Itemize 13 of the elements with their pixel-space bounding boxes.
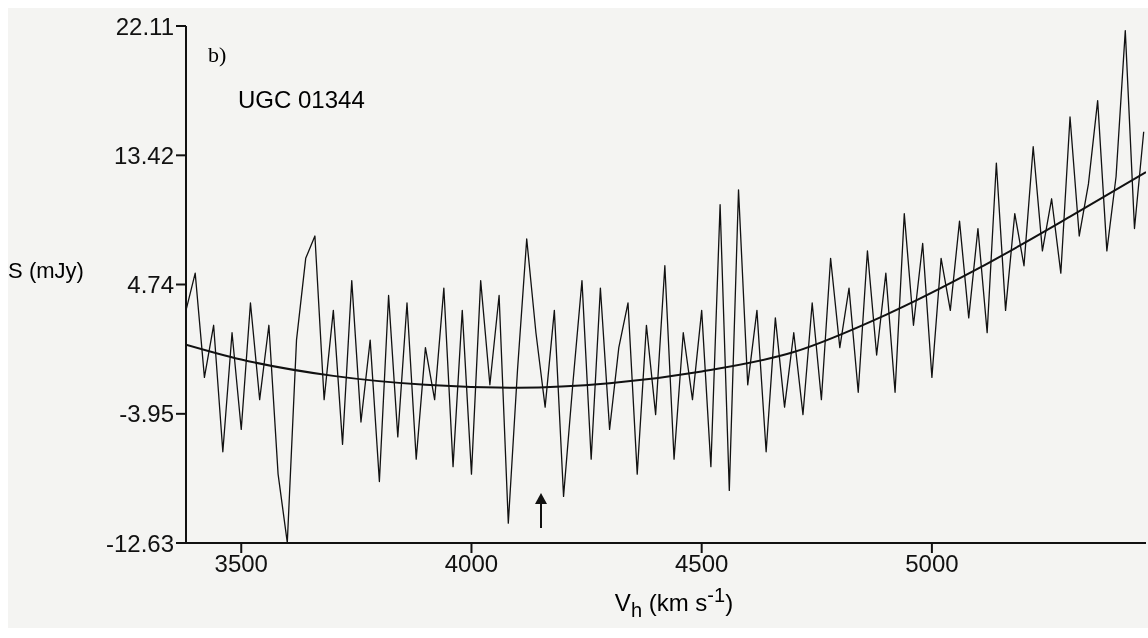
- y-tick-label: 4.74: [127, 271, 174, 299]
- y-tick-label: -3.95: [119, 400, 174, 428]
- y-tick-label: 13.42: [113, 141, 174, 169]
- x-tick-label: 4000: [444, 550, 499, 578]
- x-axis-title: V$_{h}$ (km s$^{-1}$): [614, 584, 734, 621]
- annotation: UGC 01344: [238, 86, 365, 113]
- x-tick-label: 3500: [214, 550, 268, 578]
- y-tick-label: 22.11: [115, 12, 174, 40]
- y-tick-label: -12.63: [105, 529, 174, 557]
- x-tick-label: 5000: [905, 550, 959, 578]
- annotation: b): [208, 42, 227, 67]
- x-tick-label: 4500: [674, 550, 729, 578]
- y-axis-title: S (mJy): [8, 257, 84, 283]
